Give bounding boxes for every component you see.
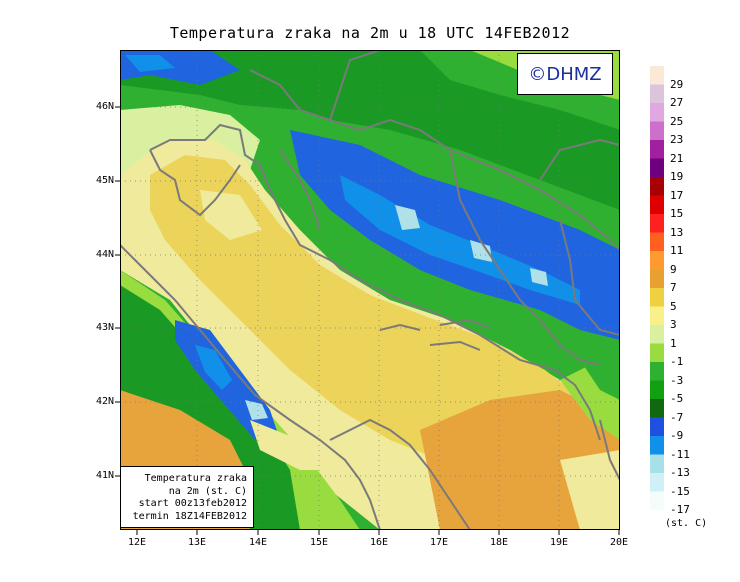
- alps-colder: [125, 55, 175, 72]
- lon-tick-12e: 12E: [127, 537, 147, 548]
- legend-swatch: [650, 177, 664, 196]
- legend-swatch: [650, 436, 664, 455]
- velebit-peak: [395, 205, 420, 230]
- peak: [530, 268, 548, 286]
- legend-swatch: [650, 140, 664, 159]
- italy-coast-mild: [250, 420, 330, 470]
- apennines-colder: [195, 345, 232, 390]
- legend-label: 15: [670, 207, 684, 220]
- legend-label: -3: [670, 373, 684, 387]
- legend-label: 29: [670, 77, 684, 91]
- color-legend: [650, 66, 664, 510]
- apennines-peak: [245, 400, 268, 420]
- coastlines: [120, 50, 620, 530]
- legend-label: -17: [670, 503, 690, 516]
- adriatic-sea: [150, 155, 620, 470]
- legend-label: -11: [670, 447, 690, 461]
- dinara-peak: [470, 240, 492, 262]
- legend-swatch: [650, 454, 664, 473]
- legend-swatch: [650, 399, 664, 418]
- legend-swatch: [650, 84, 664, 103]
- lat-tick-43n: 43N: [95, 322, 114, 333]
- lon-tick-17e: 17E: [429, 537, 449, 548]
- legend-swatch: [650, 473, 664, 492]
- legend-label: 3: [670, 318, 677, 331]
- lat-tick-46n: 46N: [95, 101, 114, 112]
- lat-tick-41n: 41N: [95, 470, 114, 481]
- legend-label: 19: [670, 170, 684, 183]
- legend-label: 17: [670, 188, 684, 202]
- legend-label: 5: [670, 299, 677, 313]
- legend-label: -9: [670, 429, 684, 442]
- axis-ticks: [115, 106, 620, 535]
- legend-label: 13: [670, 225, 684, 239]
- legend-label: 21: [670, 151, 684, 165]
- lon-tick-20e: 20E: [609, 537, 629, 548]
- legend-swatch: [650, 288, 664, 307]
- legend-swatch: [650, 491, 664, 510]
- legend-swatch: [650, 251, 664, 270]
- lon-tick-13e: 13E: [187, 537, 207, 548]
- legend-unit: (st. C): [665, 518, 708, 529]
- kvarner-mild: [200, 190, 262, 240]
- forecast-info-box: Temperatura zraka na 2m (st. C) start 00…: [120, 466, 254, 528]
- graticule: [120, 50, 620, 530]
- albania-hills: [580, 345, 620, 400]
- legend-label: 27: [670, 96, 684, 109]
- legend-label: -7: [670, 410, 684, 424]
- legend-label: -13: [670, 466, 690, 479]
- legend-label: -1: [670, 355, 684, 368]
- legend-swatch: [650, 214, 664, 233]
- info-start: start 00z13feb2012: [138, 498, 247, 509]
- legend-label: 1: [670, 336, 677, 350]
- legend-swatch: [650, 158, 664, 177]
- lat-tick-45n: 45N: [95, 175, 114, 186]
- legend-label: 9: [670, 262, 677, 276]
- info-variable: Temperatura zraka: [144, 473, 247, 484]
- legend-swatch: [650, 362, 664, 381]
- lat-tick-44n: 44N: [95, 249, 114, 260]
- legend-swatch: [650, 66, 664, 85]
- legend-swatch: [650, 306, 664, 325]
- lon-tick-18e: 18E: [489, 537, 509, 548]
- legend-label: 11: [670, 244, 684, 257]
- legend-swatch: [650, 343, 664, 362]
- lon-tick-14e: 14E: [248, 537, 268, 548]
- greece-mild: [560, 450, 620, 530]
- legend-label: -15: [670, 484, 690, 498]
- lon-tick-15e: 15E: [309, 537, 329, 548]
- lat-tick-42n: 42N: [95, 396, 114, 407]
- legend-label: 23: [670, 133, 684, 146]
- map-title: Temperatura zraka na 2m u 18 UTC 14FEB20…: [169, 24, 571, 42]
- legend-swatch: [650, 269, 664, 288]
- legend-swatch: [650, 380, 664, 399]
- legend-swatch: [650, 103, 664, 122]
- legend-swatch: [650, 325, 664, 344]
- legend-swatch: [650, 232, 664, 251]
- dhmz-logo: ©DHMZ: [517, 53, 613, 95]
- legend-swatch: [650, 417, 664, 436]
- lon-tick-19e: 19E: [549, 537, 569, 548]
- legend-swatch: [650, 121, 664, 140]
- legend-swatch: [650, 195, 664, 214]
- lon-tick-16e: 16E: [369, 537, 389, 548]
- legend-label: 25: [670, 114, 684, 128]
- map-frame: [120, 50, 620, 530]
- legend-label: 7: [670, 281, 677, 294]
- info-level-unit: na 2m (st. C): [168, 485, 247, 497]
- info-valid: termin 18Z14FEB2012: [132, 510, 247, 522]
- legend-label: -5: [670, 392, 684, 405]
